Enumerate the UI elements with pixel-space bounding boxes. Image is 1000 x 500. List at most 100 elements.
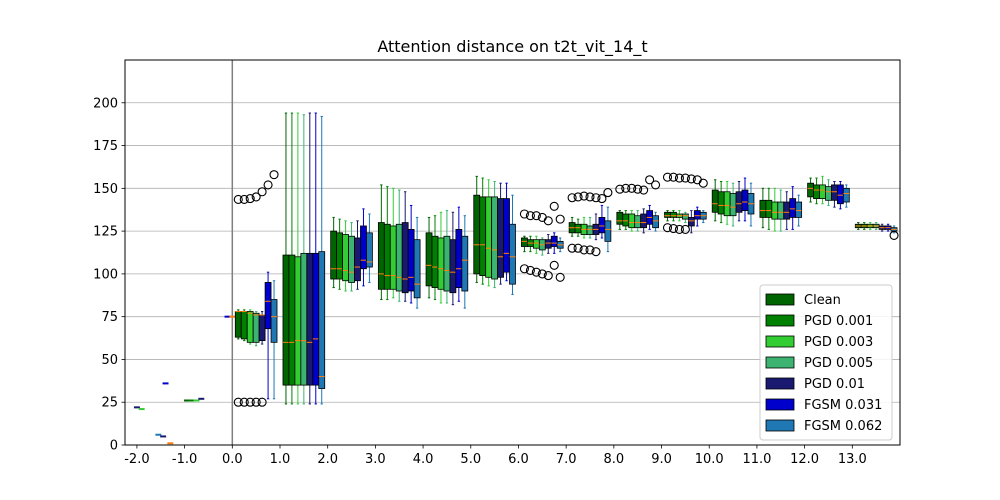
y-tick-label: 50 [101, 353, 118, 368]
box [479, 196, 487, 276]
box [831, 184, 838, 201]
box [807, 182, 814, 198]
outlier [233, 194, 243, 205]
box [318, 251, 326, 389]
box [640, 213, 648, 229]
outlier [603, 188, 613, 198]
box [532, 239, 540, 249]
outlier [251, 192, 261, 202]
plot-frame [124, 59, 901, 446]
outlier [579, 245, 589, 255]
box [389, 225, 397, 290]
box [258, 314, 266, 342]
box [783, 201, 791, 220]
box [586, 225, 594, 235]
box [461, 235, 469, 292]
box [693, 210, 701, 220]
outlier [543, 271, 553, 281]
box [628, 213, 636, 229]
box [383, 223, 391, 290]
box [395, 223, 403, 292]
y-tick-label: 150 [93, 182, 118, 197]
box [300, 252, 308, 386]
outlier [531, 267, 541, 277]
box [342, 234, 349, 282]
legend-swatch [765, 356, 795, 369]
box [735, 191, 743, 213]
outlier [668, 223, 679, 234]
box [312, 252, 320, 386]
outlier [662, 172, 673, 182]
outlier [257, 397, 267, 407]
outlier [645, 175, 655, 185]
outlier [597, 194, 607, 204]
x-tick-label: 0.0 [222, 452, 243, 467]
box [682, 213, 689, 220]
outlier [555, 272, 565, 282]
outlier [239, 194, 249, 205]
box [652, 215, 659, 229]
box [711, 189, 719, 213]
outlier [519, 209, 529, 219]
outlier [585, 192, 595, 202]
y-tick-label: 25 [101, 396, 118, 411]
box [270, 299, 278, 343]
box [354, 237, 361, 282]
box [264, 282, 272, 330]
box [348, 235, 355, 283]
outlier [567, 193, 577, 203]
legend-swatch [765, 335, 795, 348]
outlier [555, 214, 565, 224]
legend-swatch [765, 419, 795, 432]
outlier [627, 183, 637, 193]
legend-label: PGD 0.005 [804, 356, 873, 371]
box [550, 235, 558, 247]
box [330, 230, 338, 280]
plot-area [133, 112, 899, 445]
outlier [519, 264, 529, 274]
box [634, 215, 642, 229]
x-tick-label: 6.0 [508, 452, 529, 467]
box [777, 201, 785, 220]
x-tick-label: -1.0 [172, 452, 197, 467]
box [723, 191, 731, 217]
box [771, 201, 779, 220]
outlier [615, 184, 625, 194]
box [670, 211, 677, 218]
x-tick-label: 9.0 [651, 452, 672, 467]
box [837, 184, 844, 205]
x-tick-label: 3.0 [365, 452, 386, 467]
box [497, 198, 504, 278]
legend-label: PGD 0.01 [804, 377, 865, 392]
legend-label: FGSM 0.031 [804, 398, 882, 413]
y-tick-label: 100 [93, 267, 118, 282]
box [413, 239, 421, 299]
x-tick-label: 8.0 [604, 452, 625, 467]
outlier [662, 223, 673, 233]
box [294, 256, 302, 386]
box [485, 196, 493, 278]
x-tick-label: 10.0 [695, 452, 724, 467]
x-tick-label: 13.0 [838, 452, 867, 467]
box [616, 211, 624, 225]
box [509, 223, 516, 285]
outlier [245, 397, 255, 407]
x-tick-label: 5.0 [460, 452, 481, 467]
box [825, 186, 832, 201]
legend-label: PGD 0.001 [804, 314, 873, 329]
box [455, 228, 463, 288]
outlier [686, 174, 696, 184]
box [377, 222, 385, 290]
y-tick-label: 200 [93, 96, 118, 111]
outlier [680, 173, 690, 183]
box [503, 198, 510, 273]
box [598, 217, 606, 234]
outlier [674, 224, 684, 234]
y-tick-label: 75 [101, 310, 118, 325]
box [449, 239, 457, 294]
box [741, 189, 749, 211]
box [842, 187, 850, 203]
outlier [549, 201, 559, 211]
legend-label: PGD 0.003 [804, 335, 873, 350]
outlier [525, 265, 535, 276]
